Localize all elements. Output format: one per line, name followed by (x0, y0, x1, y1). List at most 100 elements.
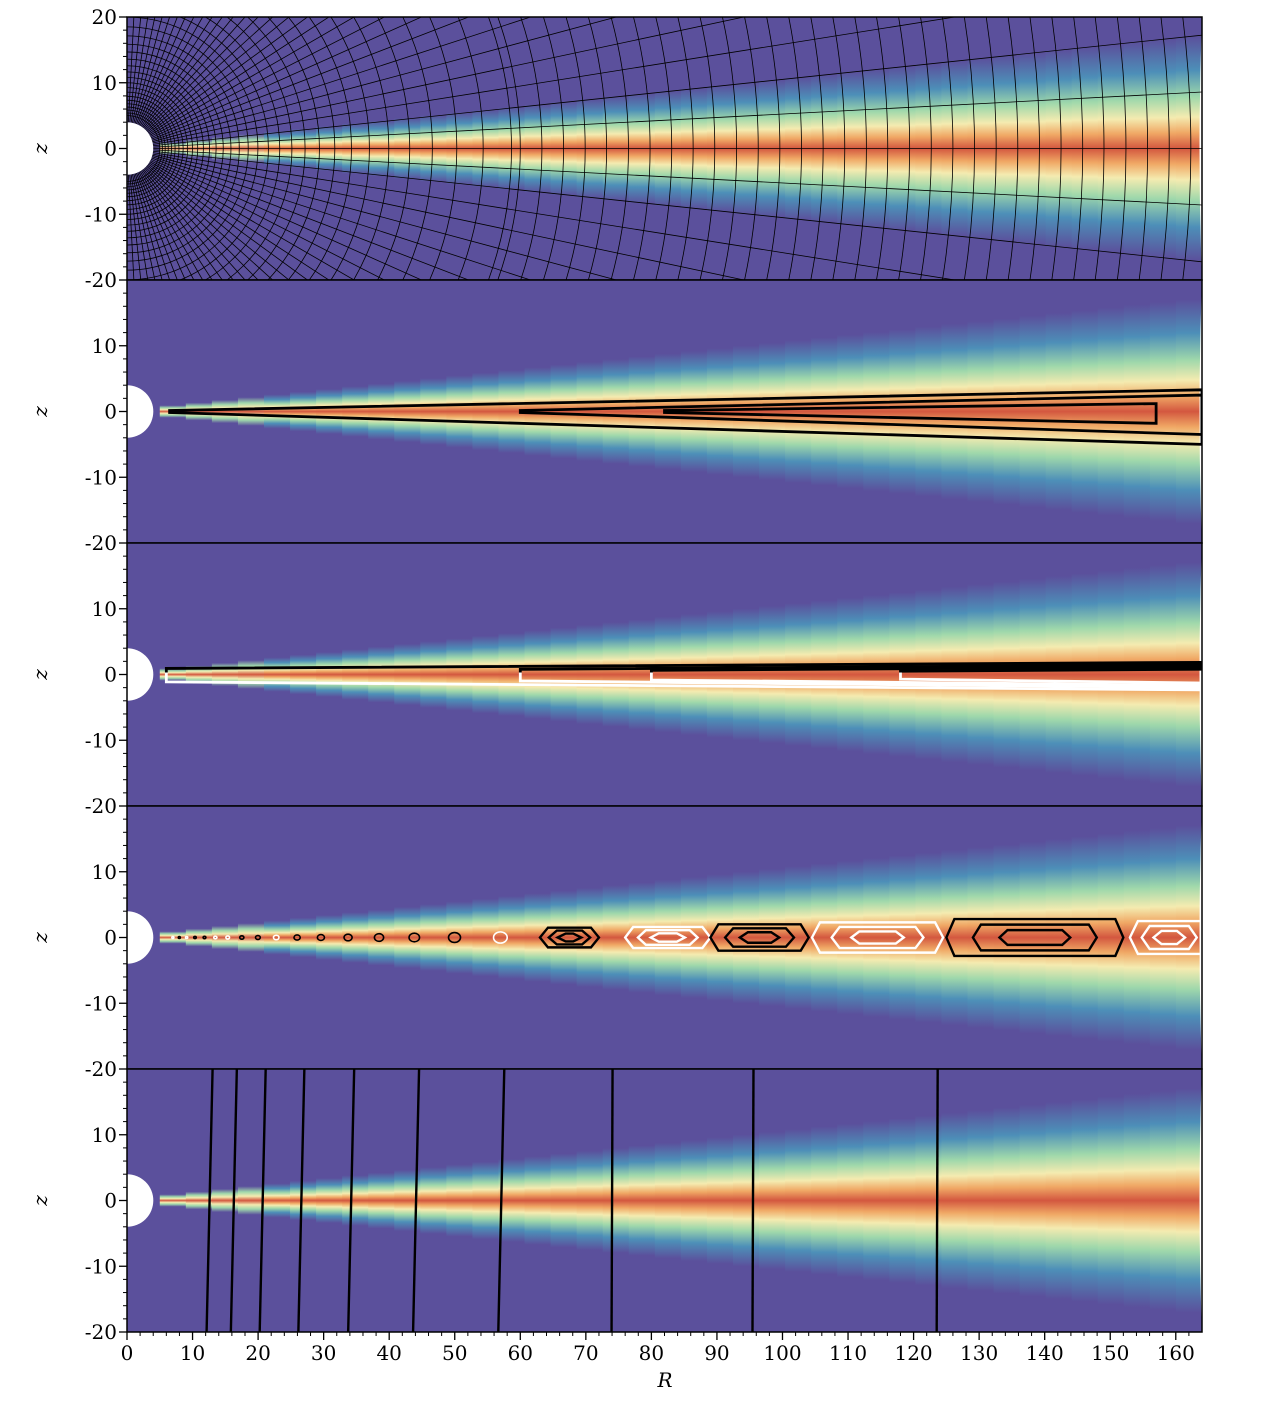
contour-line (899, 667, 1202, 673)
island-contour (177, 935, 182, 940)
mesh-line (353, 17, 390, 280)
x-tick-label: 100 (763, 1341, 801, 1365)
field-line (258, 1069, 267, 1332)
disk-slice (706, 611, 734, 738)
disk-slice (1149, 302, 1177, 521)
mesh-line (788, 17, 802, 280)
disk-slice (524, 630, 552, 719)
disk-slice (237, 1186, 265, 1215)
disk-slice (680, 1140, 708, 1261)
disk-slice (342, 912, 369, 963)
disk-slice (394, 380, 421, 443)
disk-slice (1175, 299, 1202, 524)
disk-slice (1149, 1091, 1177, 1310)
disk-slice (993, 581, 1021, 768)
mesh-line (854, 17, 867, 280)
disk-slice (759, 1131, 786, 1270)
disk-slice (863, 1120, 890, 1281)
disk-slice (941, 323, 969, 500)
contour-line (899, 672, 1202, 685)
panel-content (127, 280, 1202, 543)
disk-slice (368, 383, 395, 440)
disk-slice (368, 646, 395, 703)
mesh-line (151, 17, 470, 140)
island-contour (830, 925, 925, 950)
disk-slice (1071, 573, 1099, 776)
disk-slice (420, 641, 447, 708)
y-tick-label: -20 (85, 1057, 117, 1081)
disk-slice (368, 909, 395, 966)
mesh-line (127, 115, 161, 182)
disk-slice (446, 375, 474, 448)
mesh-line (810, 17, 824, 280)
disk-slice (1045, 312, 1073, 511)
disk-slice (1175, 1088, 1202, 1313)
y-tick-label: -10 (85, 991, 117, 1015)
disk-slice (576, 361, 604, 462)
disk-slice (263, 657, 291, 692)
mesh-line (832, 17, 846, 280)
disk-slice (889, 329, 916, 494)
disk-slice (706, 348, 734, 475)
mesh-line (127, 35, 240, 262)
island-contour (202, 935, 207, 940)
mesh-line (127, 82, 193, 215)
y-tick-label: 10 (92, 860, 117, 884)
island-contour (1140, 924, 1199, 951)
mesh-line (588, 17, 608, 280)
island-contour (408, 932, 421, 943)
disk-slice (811, 337, 838, 486)
mesh-line (942, 17, 954, 280)
field-line (497, 1069, 506, 1332)
inner-boundary (127, 648, 154, 701)
disk-slice (316, 1178, 343, 1223)
y-axis-label: z (28, 406, 52, 418)
mesh-line (542, 17, 564, 280)
disk-slice (654, 616, 682, 733)
contour-line (649, 665, 1202, 673)
y-tick-label: 0 (104, 400, 117, 424)
island-contour (708, 923, 811, 952)
x-tick-label: 80 (639, 1341, 664, 1365)
disk-slice (576, 624, 604, 725)
mesh-line (150, 17, 386, 137)
island-contour (492, 931, 509, 944)
y-tick-label: -10 (85, 202, 117, 226)
island-contour (373, 932, 385, 943)
disk-slice (498, 896, 526, 979)
disk-slice (290, 1180, 317, 1221)
disk-slice (654, 879, 682, 996)
x-tick-label: 110 (829, 1341, 867, 1365)
y-tick-label: -10 (85, 465, 117, 489)
island-contour (1151, 929, 1187, 946)
disk-slice (1019, 841, 1047, 1034)
disk-slice (967, 1110, 995, 1291)
contour-line (518, 393, 1202, 436)
x-tick-label: 60 (508, 1341, 533, 1365)
panel-4-islands: 10 0 -10 -20 z (28, 805, 1203, 1081)
island-contour (648, 932, 688, 943)
panel-content (127, 543, 1202, 806)
disk-slice (576, 1150, 604, 1251)
disk-slice (263, 394, 291, 429)
mesh-line (247, 17, 306, 280)
panel-5-field-lines: 10 0 -10 -20 z (28, 1068, 1203, 1344)
mesh-line (152, 154, 618, 280)
disk-slice (993, 844, 1021, 1031)
disk-slice (602, 1148, 630, 1253)
y-axis-label: z (28, 669, 52, 681)
mesh-line (127, 87, 188, 210)
field-line (229, 1069, 239, 1332)
mesh-line (457, 17, 484, 280)
disk-slice (472, 372, 500, 451)
x-tick-label: 140 (1026, 1341, 1064, 1365)
mesh-grid (127, 17, 1202, 280)
disk-slice (368, 1172, 395, 1229)
mesh-line (152, 152, 958, 280)
contour-line (518, 663, 1202, 673)
mesh-line (152, 153, 746, 280)
island-contour (546, 929, 592, 946)
disk-slice (1175, 825, 1202, 1050)
disk-slice (394, 643, 421, 706)
mesh-line (151, 17, 532, 141)
